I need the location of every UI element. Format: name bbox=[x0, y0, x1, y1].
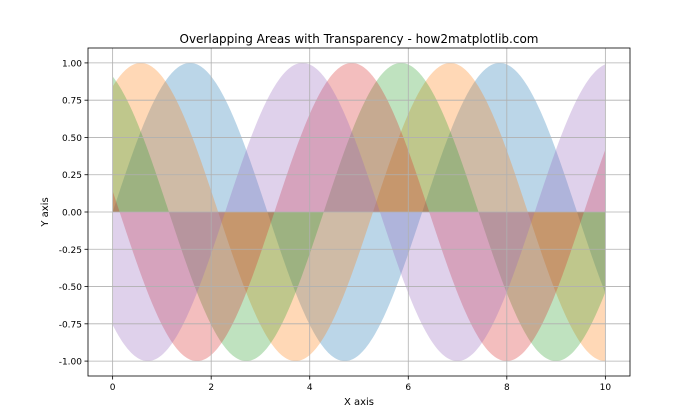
chart-title: Overlapping Areas with Transparency - ho… bbox=[180, 32, 539, 46]
y-tick-label: 0.75 bbox=[62, 97, 82, 107]
y-tick-label: -0.50 bbox=[59, 283, 83, 293]
y-tick-label: 1.00 bbox=[62, 59, 82, 69]
x-tick-label: 4 bbox=[307, 383, 313, 393]
x-axis-label: X axis bbox=[344, 397, 374, 408]
y-tick-label: -0.75 bbox=[59, 320, 82, 330]
x-tick-label: 10 bbox=[600, 383, 612, 393]
y-axis-label: Y axis bbox=[40, 197, 51, 227]
y-tick-label: -1.00 bbox=[59, 358, 83, 368]
x-tick-label: 6 bbox=[405, 383, 411, 393]
y-tick-label: -0.25 bbox=[59, 246, 82, 256]
x-tick-label: 2 bbox=[208, 383, 214, 393]
y-axis-ticks: 1.00 0.75 0.50 0.25 0.00 -0.25 -0.50 -0.75 -1.00 bbox=[59, 59, 88, 368]
y-tick-label: 0.25 bbox=[62, 171, 82, 181]
x-axis-ticks: 0 2 4 6 8 10 bbox=[110, 376, 612, 393]
x-tick-label: 8 bbox=[504, 383, 510, 393]
y-tick-label: 0.00 bbox=[62, 209, 82, 219]
grid-lines bbox=[88, 48, 630, 376]
x-tick-label: 0 bbox=[110, 383, 116, 393]
y-tick-label: 0.50 bbox=[62, 134, 82, 144]
